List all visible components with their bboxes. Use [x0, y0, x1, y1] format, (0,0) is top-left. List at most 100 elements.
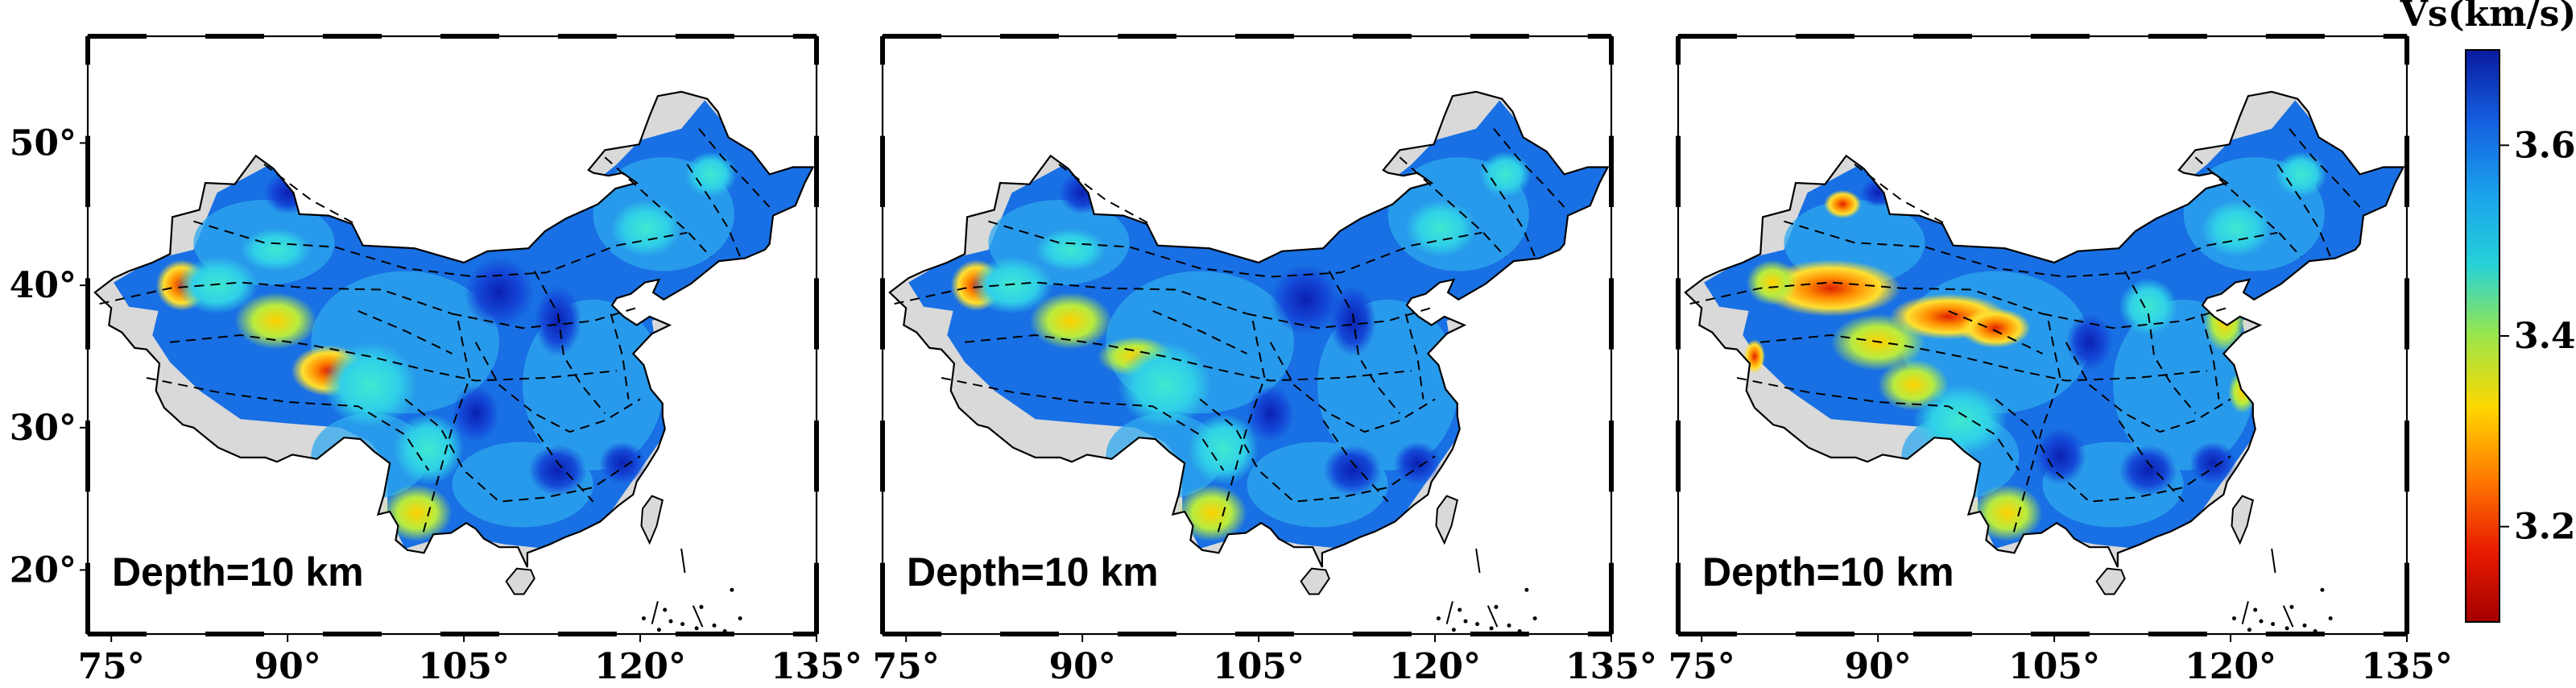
x-tick-label: 120° [2185, 646, 2276, 687]
hainan-outline [505, 567, 535, 595]
frame-bar [883, 632, 941, 636]
fault-line [1269, 342, 1436, 433]
frame-bar [1609, 562, 1614, 634]
taiwan-outline [2231, 495, 2254, 545]
fault-line [2276, 164, 2332, 258]
frame-bar [814, 421, 819, 492]
velocity-field [114, 100, 813, 549]
fault-line [604, 156, 712, 258]
velocity-anomaly [452, 384, 499, 442]
fault-line [1493, 128, 1565, 208]
frame-bar [1352, 632, 1412, 636]
hainan-outline [2095, 567, 2126, 595]
island-mark [663, 607, 668, 612]
frame-bar [1352, 34, 1412, 39]
country-border [1684, 90, 2405, 568]
island-mark [1463, 619, 1468, 624]
island-mark [699, 604, 704, 609]
frame-bar [2404, 36, 2409, 65]
frame-bar [1676, 562, 1681, 634]
frame-bar [557, 34, 617, 39]
velocity-anomaly [234, 292, 317, 350]
frame-bar [814, 36, 819, 65]
frame-bar [999, 632, 1059, 636]
colorbar-tick-label: 3.2 [2514, 507, 2576, 548]
frame-bar [1609, 135, 1614, 207]
fault-line [1399, 156, 1507, 258]
colorbar-scale [2465, 49, 2500, 623]
velocity-anomaly [2065, 313, 2114, 371]
fault-line [1784, 220, 2278, 278]
x-tick-label: 120° [1389, 646, 1481, 687]
frame-bar [999, 34, 1059, 39]
frame-bar [2148, 34, 2207, 39]
velocity-anomaly [322, 342, 417, 428]
velocity-anomaly [2275, 151, 2327, 197]
frame-bar [1470, 632, 1529, 636]
island-mark [1524, 587, 1529, 592]
frame-bar [1678, 632, 1737, 636]
fault-line [1736, 377, 2020, 471]
frame-bar [2030, 34, 2090, 39]
velocity-anomaly [610, 200, 682, 257]
frame-bar [322, 632, 382, 636]
depth-label: Depth=10 km [112, 549, 364, 595]
velocity-anomaly [598, 441, 647, 485]
fault-line [2118, 420, 2185, 503]
x-tick-label: 105° [2008, 646, 2100, 687]
island-mark [656, 628, 661, 632]
colorbar: Vs(km/s) 3.6 3.4 3.2 [2400, 0, 2576, 623]
frame-bar [1234, 632, 1294, 636]
frame-bar [880, 135, 885, 207]
velocity-anomaly [1393, 441, 1441, 485]
fault-line [941, 377, 1225, 471]
frame-bar [1676, 421, 1681, 492]
frame-bar [85, 278, 90, 350]
frame-bar [1117, 632, 1176, 636]
frame-bar [1795, 632, 1854, 636]
panels-root: 75° 90° 105° 120° 135° 50° 40° 30° 20° Depth=10 k… [10, 34, 2453, 687]
frame-bar [1676, 36, 1681, 65]
boundary-dash [1475, 548, 1481, 574]
island-mark [2284, 626, 2289, 631]
frame-bar [205, 632, 264, 636]
fault-line [533, 271, 606, 414]
fault-line [610, 313, 630, 400]
x-tick-label: 105° [418, 646, 510, 687]
x-tick-label: 75° [873, 646, 940, 687]
boundary-dash [1486, 605, 1499, 628]
fault-line [2289, 128, 2361, 208]
velocity-anomaly [970, 256, 1053, 314]
colorbar-title: Vs(km/s) [2400, 0, 2576, 35]
fault-line [1247, 305, 1436, 329]
frame-bar [2383, 632, 2407, 636]
frame-bar [814, 278, 819, 350]
fault-line [965, 334, 1412, 382]
frame-bar [2404, 562, 2409, 634]
island-mark [712, 623, 717, 628]
frame-bar [880, 421, 885, 492]
island-mark [1475, 622, 1480, 627]
boundary-dash [692, 605, 704, 628]
island-mark [1494, 604, 1499, 609]
velocity-anomaly [1323, 445, 1383, 496]
colorbar-tick-label: 3.4 [2514, 316, 2576, 357]
fault-line [1689, 281, 2043, 315]
island-mark [668, 619, 673, 624]
x-tick-label: 135° [1565, 646, 1657, 687]
fault-line [2194, 156, 2302, 258]
velocity-anomaly [1270, 263, 1342, 336]
boundary-dash [1445, 601, 1453, 624]
fault-line [1481, 164, 1536, 258]
country-border [888, 90, 1610, 568]
island-mark [730, 587, 734, 592]
velocity-anomaly [534, 285, 582, 357]
velocity-anomaly [1971, 484, 2043, 542]
frame-bar [88, 34, 147, 39]
velocity-anomaly [1824, 189, 1862, 219]
frame-bar [2383, 34, 2407, 39]
country-border [93, 90, 815, 568]
frame-bar [1587, 34, 1611, 39]
fault-line [527, 420, 594, 503]
fault-line [452, 305, 641, 329]
